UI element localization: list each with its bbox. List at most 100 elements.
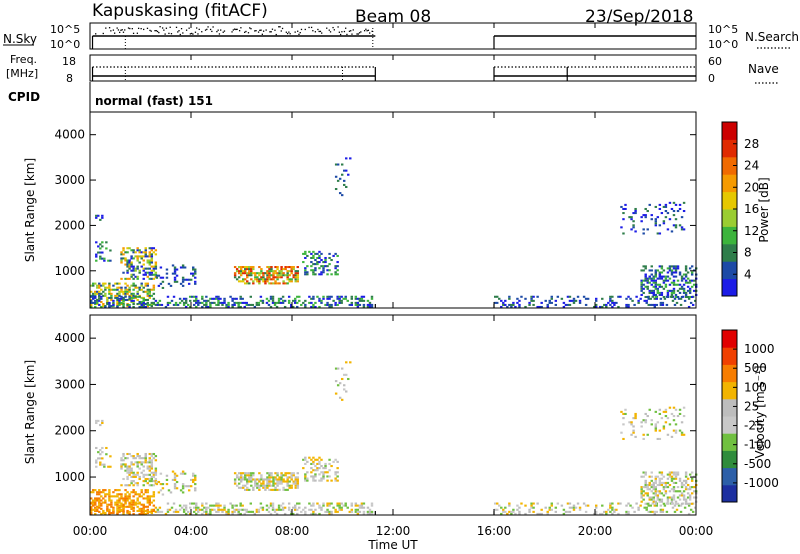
power-cell: [209, 305, 212, 308]
y-tick-label: 3000: [54, 377, 85, 391]
velocity-cell: [128, 505, 131, 508]
power-cell: [639, 297, 642, 300]
velocity-cell: [260, 474, 263, 477]
velocity-cell: [205, 502, 208, 505]
velocity-cell: [672, 471, 676, 474]
power-cell: [233, 266, 237, 269]
velocity-cell: [666, 486, 670, 489]
velocity-cell: [207, 512, 210, 515]
power-cell: [249, 295, 252, 298]
velocity-cell: [630, 423, 633, 426]
power-cell: [209, 303, 212, 306]
velocity-cell: [655, 504, 659, 507]
velocity-cell: [673, 504, 677, 507]
velocity-cell: [330, 512, 333, 515]
power-cell: [205, 301, 208, 304]
velocity-cell: [271, 508, 275, 511]
velocity-cell: [644, 479, 647, 482]
nave-label: Nave: [748, 62, 779, 76]
velocity-cell: [340, 508, 343, 511]
velocity-cell: [271, 506, 275, 509]
velocity-cell: [670, 502, 674, 505]
power-cell: [690, 295, 694, 299]
velocity-cell: [666, 502, 670, 505]
velocity-cell: [654, 423, 658, 426]
velocity-cell: [338, 396, 342, 399]
velocity-cell: [684, 500, 688, 503]
power-cell: [290, 266, 293, 269]
power-cell: [136, 277, 139, 280]
power-cell: [656, 232, 660, 235]
power-cell: [140, 296, 143, 299]
power-cell: [654, 273, 658, 276]
colorbar-tick-label: -100: [744, 438, 771, 452]
power-cell: [693, 299, 697, 302]
power-cell: [560, 297, 564, 300]
velocity-cell: [292, 480, 295, 483]
power-cell: [692, 289, 696, 292]
power-cell: [272, 282, 275, 285]
power-cell: [506, 305, 509, 308]
nsky-tick-bottom: 10^0: [50, 38, 80, 51]
x-tick-label: 04:00: [174, 524, 209, 538]
power-cell: [188, 299, 192, 302]
power-cell: [336, 265, 339, 268]
velocity-cell: [92, 504, 95, 507]
power-cell: [156, 301, 160, 304]
power-cell: [116, 296, 119, 299]
velocity-cell: [120, 508, 123, 511]
velocity-cell: [680, 492, 684, 495]
velocity-panel-frame: [89, 314, 697, 516]
nsky-point: [136, 32, 139, 34]
power-cell: [658, 293, 662, 296]
power-cell: [328, 263, 331, 266]
power-cell: [658, 224, 662, 227]
velocity-cell: [120, 504, 123, 507]
velocity-cell: [152, 491, 156, 494]
velocity-cell: [368, 508, 372, 511]
velocity-cell: [292, 482, 295, 485]
velocity-cell: [314, 512, 317, 515]
velocity-cell: [286, 478, 289, 481]
velocity-cell: [112, 506, 115, 509]
power-cell: [132, 249, 135, 252]
velocity-cell: [136, 461, 139, 464]
power-cell: [338, 295, 341, 298]
velocity-cell: [205, 512, 208, 515]
power-cell: [150, 249, 154, 252]
velocity-cell: [320, 471, 323, 474]
power-cell: [318, 250, 321, 253]
power-cell: [318, 299, 321, 302]
velocity-cell: [144, 455, 147, 458]
velocity-cell: [290, 474, 293, 477]
power-cell: [130, 263, 133, 266]
power-cell: [368, 301, 372, 304]
power-cell: [242, 266, 245, 269]
velocity-cell: [106, 509, 109, 512]
power-cell: [239, 280, 243, 283]
power-cell: [350, 301, 353, 304]
velocity-cell: [274, 488, 277, 491]
velocity-cell: [660, 481, 664, 484]
power-cell: [97, 251, 100, 254]
power-cell: [118, 301, 121, 304]
power-cell: [181, 280, 185, 283]
velocity-cell: [568, 506, 572, 509]
power-cell: [233, 301, 236, 304]
power-cell: [221, 301, 224, 304]
velocity-cell: [292, 472, 295, 475]
velocity-cell: [672, 481, 676, 484]
power-cell: [334, 163, 338, 166]
power-cell: [516, 297, 519, 300]
power-cell: [609, 297, 612, 300]
power-cell: [330, 259, 333, 262]
velocity-cell: [154, 469, 158, 472]
power-cell: [666, 289, 670, 292]
velocity-cell: [128, 504, 131, 507]
velocity-cell: [215, 504, 218, 507]
power-cell: [672, 224, 676, 227]
velocity-cell: [242, 484, 245, 487]
velocity-cell: [195, 508, 198, 511]
velocity-cell: [110, 499, 113, 502]
